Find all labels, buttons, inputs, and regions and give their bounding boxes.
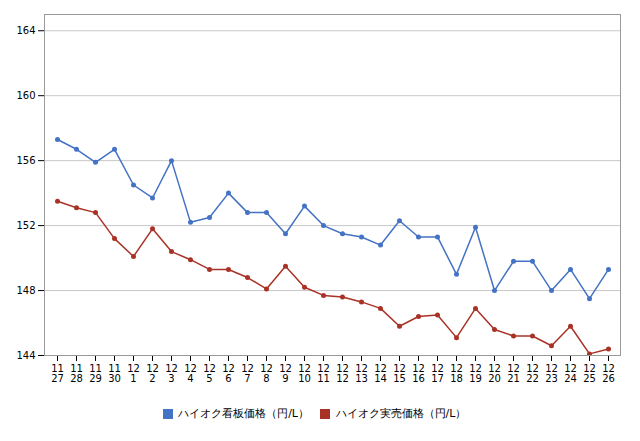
svg-text:1215: 1215 — [393, 363, 406, 384]
svg-text:1129: 1129 — [89, 363, 102, 384]
svg-text:1216: 1216 — [412, 363, 425, 384]
svg-text:129: 129 — [279, 363, 292, 384]
svg-text:1214: 1214 — [374, 363, 387, 384]
svg-text:1211: 1211 — [317, 363, 330, 384]
svg-text:1226: 1226 — [602, 363, 615, 384]
svg-text:127: 127 — [241, 363, 254, 384]
svg-text:148: 148 — [16, 285, 35, 296]
svg-text:128: 128 — [260, 363, 273, 384]
svg-text:1218: 1218 — [450, 363, 463, 384]
html-text:ハイオク実売価格（円/L）: ハイオク実売価格（円/L） — [335, 407, 467, 420]
svg-text:126: 126 — [222, 363, 235, 384]
svg-text:1221: 1221 — [507, 363, 520, 384]
html-text:ハイオク看板価格（円/L）: ハイオク看板価格（円/L） — [178, 407, 309, 420]
svg-text:1128: 1128 — [70, 363, 83, 384]
svg-text:122: 122 — [146, 363, 159, 384]
svg-text:1130: 1130 — [108, 363, 121, 384]
svg-text:144: 144 — [16, 350, 35, 361]
svg-text:123: 123 — [165, 363, 178, 384]
svg-text:1212: 1212 — [336, 363, 349, 384]
svg-text:160: 160 — [16, 90, 35, 101]
svg-text:1217: 1217 — [431, 363, 444, 384]
svg-text:1222: 1222 — [526, 363, 539, 384]
svg-text:1225: 1225 — [583, 363, 596, 384]
svg-text:121: 121 — [127, 363, 140, 384]
svg-text:1213: 1213 — [355, 363, 368, 384]
svg-text:1220: 1220 — [488, 363, 501, 384]
svg-text:164: 164 — [16, 25, 35, 36]
svg-text:1224: 1224 — [564, 363, 577, 384]
svg-text:1223: 1223 — [545, 363, 558, 384]
svg-text:124: 124 — [184, 363, 197, 384]
svg-text:156: 156 — [16, 155, 35, 166]
svg-text:125: 125 — [203, 363, 216, 384]
svg-text:1210: 1210 — [298, 363, 311, 384]
svg-text:152: 152 — [16, 220, 35, 231]
svg-text:1127: 1127 — [51, 363, 64, 384]
svg-text:1219: 1219 — [469, 363, 482, 384]
